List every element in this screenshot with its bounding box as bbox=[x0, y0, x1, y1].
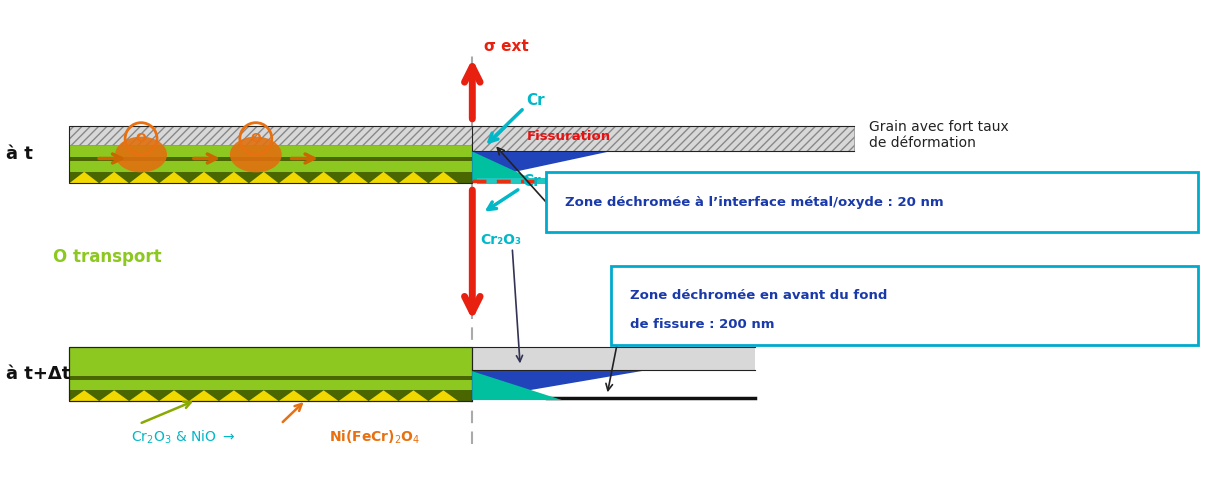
Bar bbox=[473, 348, 755, 370]
Text: Grain avec fort taux
de déformation: Grain avec fort taux de déformation bbox=[869, 120, 1010, 150]
Polygon shape bbox=[279, 390, 309, 401]
Polygon shape bbox=[309, 172, 338, 183]
Polygon shape bbox=[399, 172, 428, 183]
Text: Ni(FeCr)$_2$O$_4$: Ni(FeCr)$_2$O$_4$ bbox=[328, 428, 419, 445]
Bar bbox=[69, 156, 473, 160]
Text: σ ext: σ ext bbox=[485, 39, 528, 54]
Text: O transport: O transport bbox=[53, 248, 162, 266]
Polygon shape bbox=[69, 172, 99, 183]
Polygon shape bbox=[159, 172, 189, 183]
Polygon shape bbox=[473, 371, 562, 400]
Text: Cr: Cr bbox=[526, 93, 545, 108]
Polygon shape bbox=[368, 172, 399, 183]
Bar bbox=[69, 126, 473, 183]
FancyBboxPatch shape bbox=[547, 172, 1197, 232]
Bar bbox=[69, 145, 473, 172]
Text: Cr$_2$O$_3$ & NiO $\rightarrow$: Cr$_2$O$_3$ & NiO $\rightarrow$ bbox=[131, 428, 235, 445]
Text: O: O bbox=[251, 132, 261, 145]
Text: Fissuration: Fissuration bbox=[527, 130, 611, 143]
Polygon shape bbox=[99, 172, 130, 183]
Text: Zone déchromée à l’interface métal/oxyde : 20 nm: Zone déchromée à l’interface métal/oxyde… bbox=[565, 196, 944, 209]
Polygon shape bbox=[130, 390, 159, 401]
Polygon shape bbox=[473, 371, 642, 400]
Ellipse shape bbox=[115, 137, 167, 172]
Polygon shape bbox=[130, 172, 159, 183]
Polygon shape bbox=[338, 390, 368, 401]
Text: O: O bbox=[136, 132, 147, 145]
Polygon shape bbox=[69, 390, 99, 401]
Bar bbox=[69, 348, 473, 401]
Bar bbox=[478, 179, 558, 184]
Polygon shape bbox=[428, 390, 458, 401]
Ellipse shape bbox=[230, 137, 281, 172]
Text: Cr: Cr bbox=[522, 174, 541, 189]
Text: à t: à t bbox=[6, 145, 33, 164]
Bar bbox=[69, 390, 473, 401]
Polygon shape bbox=[338, 172, 368, 183]
Polygon shape bbox=[189, 172, 219, 183]
Polygon shape bbox=[159, 390, 189, 401]
Polygon shape bbox=[99, 390, 130, 401]
Polygon shape bbox=[219, 172, 248, 183]
Polygon shape bbox=[399, 390, 428, 401]
Polygon shape bbox=[189, 390, 219, 401]
Polygon shape bbox=[473, 152, 537, 181]
Bar bbox=[473, 126, 854, 151]
Polygon shape bbox=[428, 172, 458, 183]
Polygon shape bbox=[219, 390, 248, 401]
Text: Grain avec faible taux
de déformation: Grain avec faible taux de déformation bbox=[869, 206, 1023, 236]
Text: de fissure : 200 nm: de fissure : 200 nm bbox=[630, 318, 774, 331]
Bar bbox=[69, 126, 473, 145]
Text: Zone déchromée en avant du fond: Zone déchromée en avant du fond bbox=[630, 289, 887, 302]
Bar bbox=[69, 366, 473, 390]
Polygon shape bbox=[248, 390, 279, 401]
Bar bbox=[69, 376, 473, 380]
Text: à t+Δt: à t+Δt bbox=[6, 365, 70, 383]
Polygon shape bbox=[248, 172, 279, 183]
Polygon shape bbox=[309, 390, 338, 401]
Polygon shape bbox=[368, 390, 399, 401]
Bar bbox=[69, 348, 473, 366]
Bar bbox=[69, 172, 473, 183]
Polygon shape bbox=[473, 152, 607, 181]
Polygon shape bbox=[279, 172, 309, 183]
Bar bbox=[69, 348, 473, 401]
FancyBboxPatch shape bbox=[611, 266, 1197, 346]
Text: Cr₂O₃: Cr₂O₃ bbox=[480, 233, 521, 248]
